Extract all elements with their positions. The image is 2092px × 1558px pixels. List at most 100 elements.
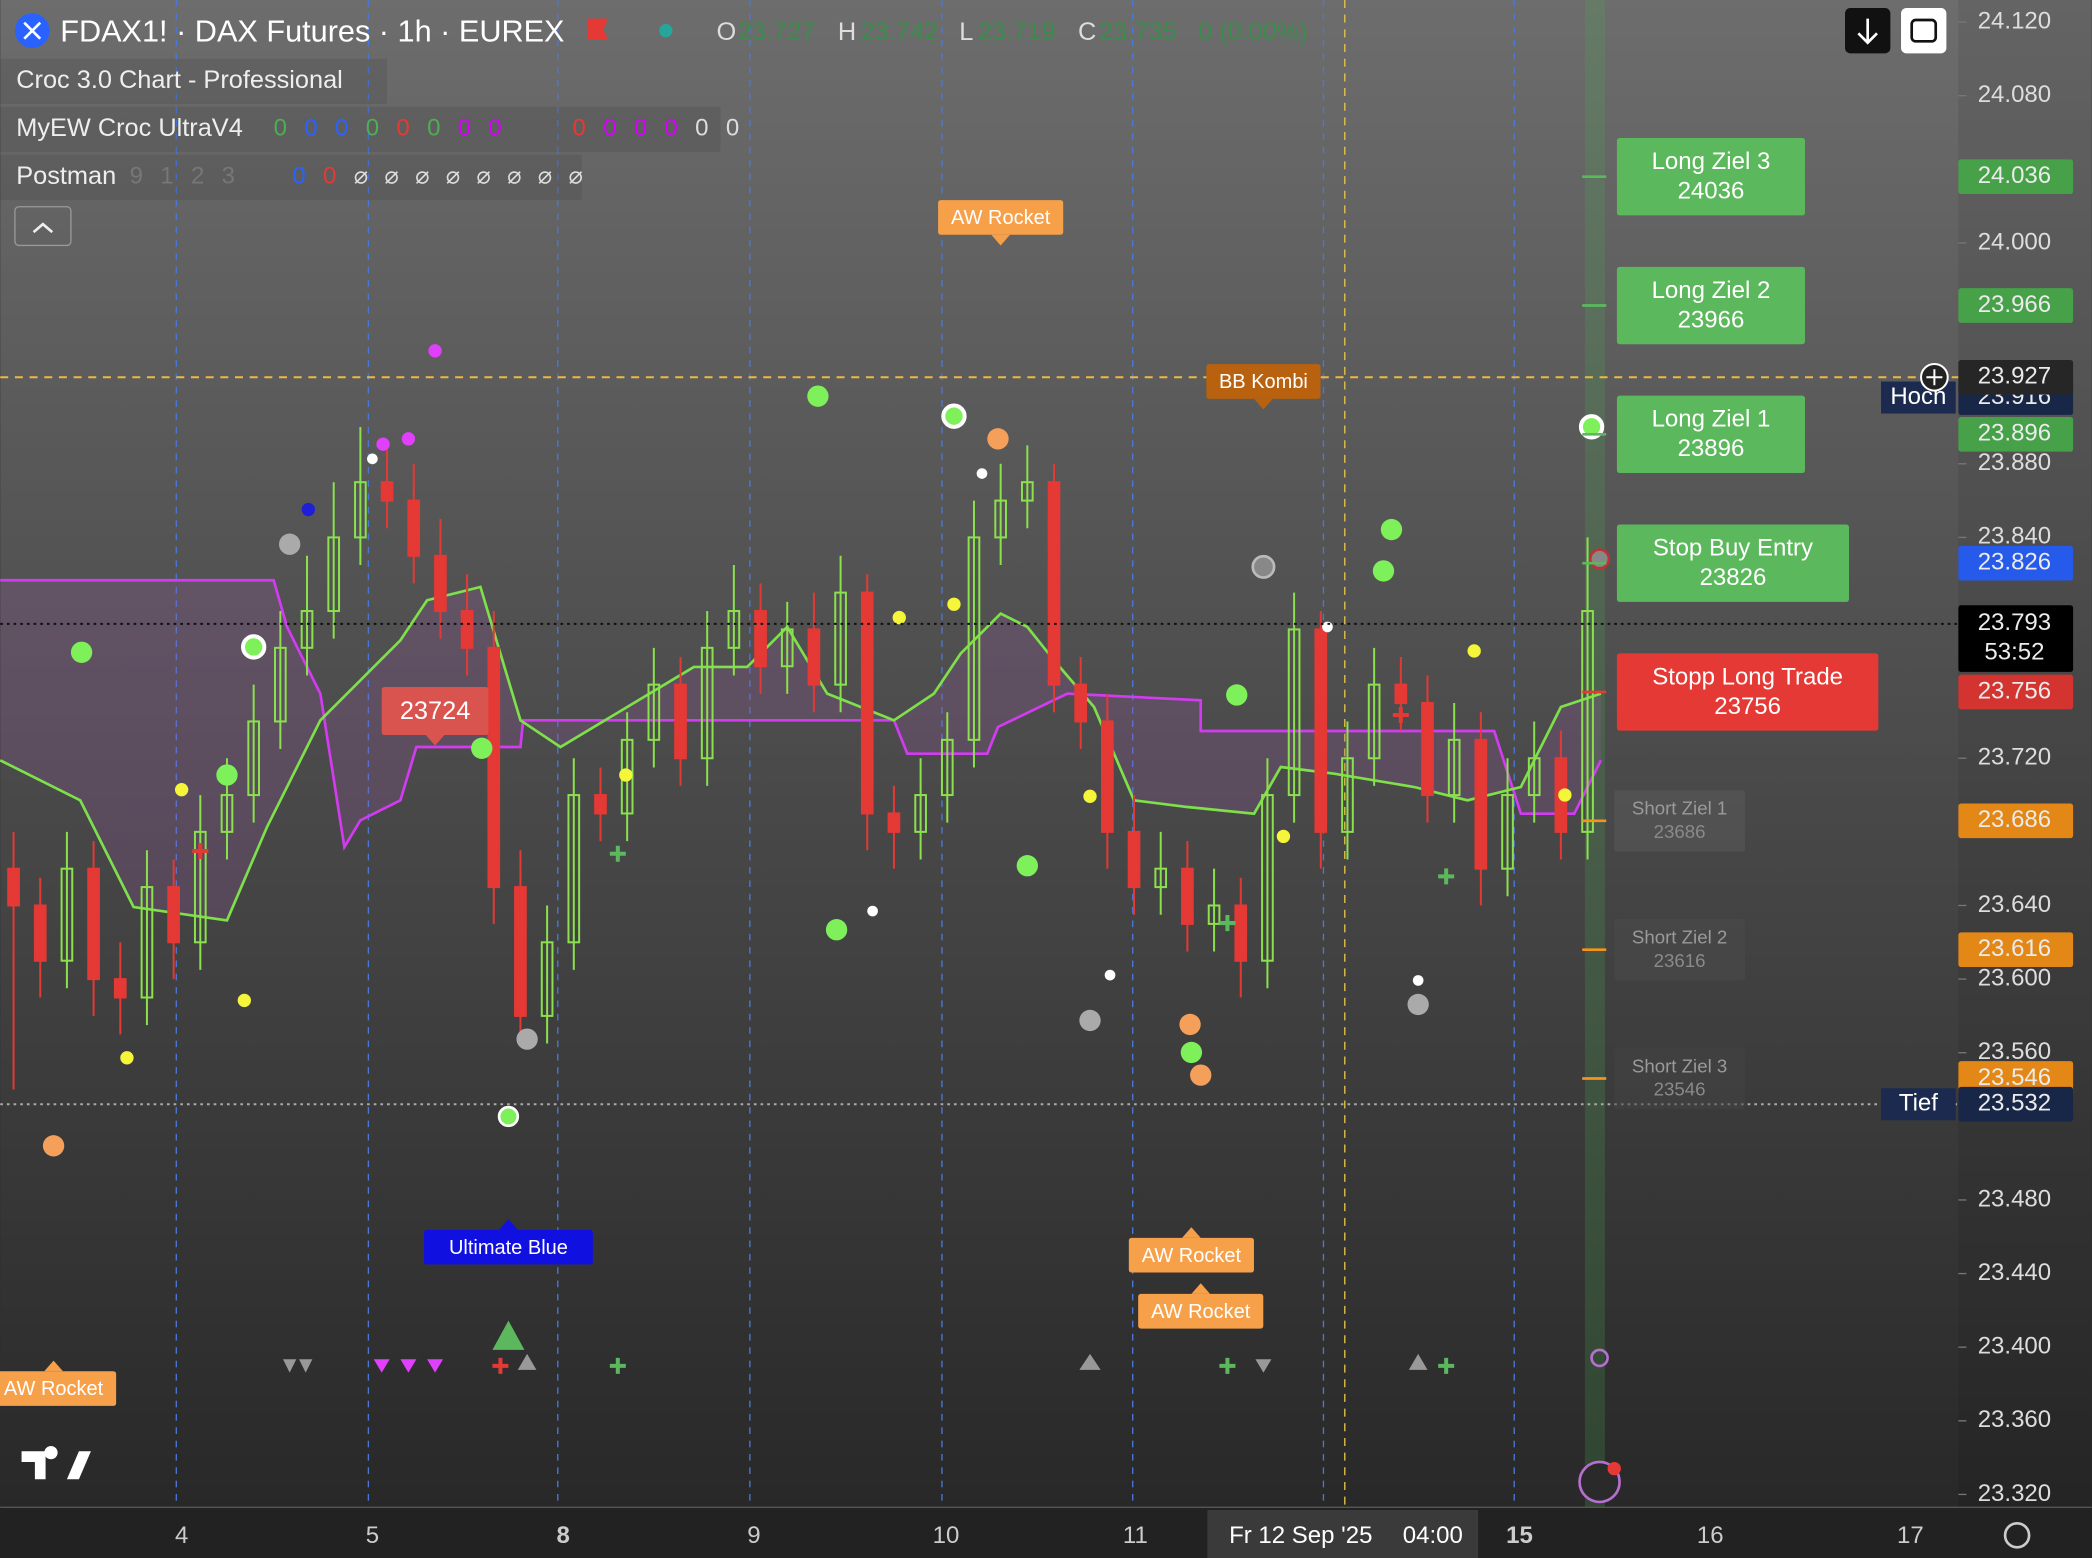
y-tick-label: 23.320 [1978, 1480, 2051, 1507]
dot [1016, 855, 1038, 877]
candle-body [1581, 610, 1594, 833]
dot [279, 533, 301, 555]
candle-body [1421, 702, 1434, 797]
candle-body [834, 591, 847, 686]
y-tick-label: 23.880 [1978, 449, 2051, 476]
candle-body [274, 646, 287, 723]
signal-pointer [425, 734, 445, 746]
triangles [373, 1359, 444, 1373]
price-badge-label: 23.793 [1978, 609, 2051, 636]
candle-body [994, 499, 1007, 539]
dot [1372, 560, 1395, 582]
candle-body [780, 628, 794, 668]
indicator-value: ⌀ [415, 163, 429, 190]
price-badge-label: 23.826 [1978, 549, 2051, 576]
logo [21, 1445, 91, 1480]
price-badge-label: 23.686 [1978, 806, 2051, 833]
indicator-value: 0 [603, 115, 616, 142]
price-badge [1958, 417, 2074, 452]
indicator-value: ⌀ [507, 163, 521, 190]
y-tick-label: 24.000 [1978, 228, 2051, 255]
dot [1588, 548, 1611, 570]
dot [42, 1135, 65, 1157]
price-badge-label: 24.036 [1978, 162, 2051, 189]
indicator-value: 1 [160, 163, 173, 190]
candle-body [1181, 867, 1194, 925]
tag-label: Tief [1899, 1090, 1938, 1117]
h-label: H [838, 18, 856, 46]
price-badge-label: 23.756 [1978, 677, 2051, 704]
dot [516, 1028, 538, 1050]
signal-box [1128, 1237, 1254, 1273]
indicator-value: 0 [304, 115, 317, 142]
y-tick-label: 23.720 [1978, 744, 2051, 771]
indicator-value: ⌀ [384, 163, 398, 190]
x-tick-label: 5 [366, 1522, 379, 1549]
collapse-button[interactable] [14, 206, 72, 247]
indicator-name: Croc 3.0 Chart - Professional [16, 66, 343, 94]
signal-label: AW Rocket [4, 1378, 104, 1400]
h-value: 23.742 [861, 18, 938, 46]
signal-label: AW Rocket [1151, 1301, 1251, 1323]
tv-logo [21, 1445, 91, 1480]
x-tick-label: 15 [1506, 1522, 1533, 1549]
price-badge [1958, 288, 2074, 323]
signal-label: BB Kombi [1219, 371, 1308, 393]
candle-body [1367, 683, 1381, 760]
indicator-value: 0 [274, 115, 287, 142]
target-value: 24036 [1678, 177, 1745, 204]
price-badge [1958, 1086, 2074, 1122]
layout-button[interactable] [1901, 8, 1947, 54]
indicator-value: 0 [726, 115, 739, 142]
dot [619, 768, 633, 782]
o-value: 23.727 [738, 18, 815, 46]
x-tick-label: 17 [1897, 1522, 1924, 1549]
signal-box [1206, 364, 1321, 399]
target-box [1614, 790, 1745, 852]
y-tick-label: 23.560 [1978, 1038, 2051, 1065]
dot [376, 437, 390, 451]
target-value: 23756 [1714, 693, 1781, 720]
dot [237, 993, 251, 1008]
dot [428, 344, 442, 358]
o-label: O [717, 18, 737, 46]
candle-body [594, 794, 607, 815]
candle-body [434, 554, 447, 613]
dot [1079, 1009, 1101, 1032]
target-value: 23686 [1654, 821, 1706, 842]
signal-box [1138, 1293, 1264, 1329]
price-axis [1958, 0, 2092, 1508]
candle-body [33, 904, 47, 962]
icon [1910, 18, 1938, 43]
signal-box [938, 200, 1064, 235]
plus [492, 1357, 509, 1374]
x-tick-label: 4 [175, 1522, 188, 1549]
indicator-name: Postman [16, 162, 116, 190]
signal-pointer [991, 234, 1010, 246]
candle-body [327, 536, 341, 613]
target-name: Long Ziel 3 [1652, 148, 1771, 175]
price-badge-label: 23.896 [1978, 420, 2051, 447]
candle-body [940, 738, 954, 797]
indicator-value: 9 [130, 163, 143, 190]
countdown: 53:52 [1984, 639, 2044, 666]
dot [1407, 993, 1429, 1016]
dot [216, 764, 238, 786]
dot [1578, 414, 1605, 440]
candle-body [460, 610, 474, 649]
signal-label: 23724 [400, 697, 470, 725]
candle-body [1501, 794, 1514, 870]
target-box [1616, 524, 1850, 602]
dot [1251, 554, 1276, 579]
plus [192, 706, 1409, 860]
settings-icon[interactable] [2003, 1521, 2031, 1549]
candle-body [807, 628, 821, 686]
candle-body [113, 978, 127, 999]
candle-body [567, 794, 581, 944]
candle-body [727, 610, 741, 649]
target-box [1616, 395, 1805, 474]
dot [1276, 829, 1291, 844]
indicator-value: ⌀ [568, 163, 582, 190]
candle-body [860, 591, 874, 815]
